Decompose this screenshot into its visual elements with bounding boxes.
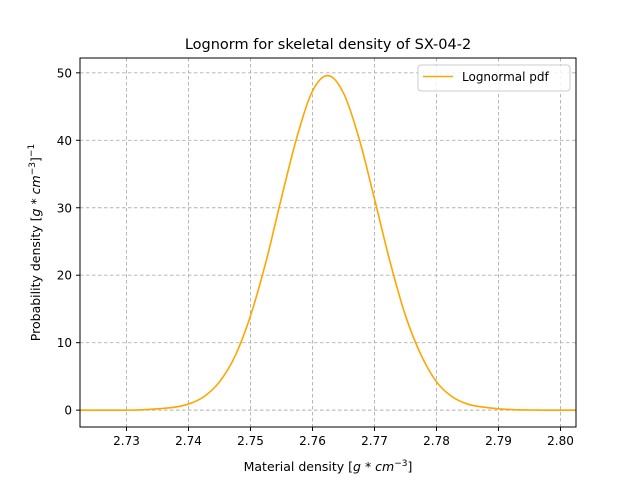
x-tick-label: 2.76 — [299, 434, 326, 448]
y-axis-ticks: 0 10 20 30 40 50 — [57, 66, 80, 418]
grid — [80, 58, 576, 427]
y-tick-label: 10 — [57, 336, 72, 350]
x-tick-label: 2.79 — [485, 434, 512, 448]
legend-box — [417, 64, 571, 92]
x-axis-ticks: 2.73 2.74 2.75 2.76 2.77 2.78 2.79 2.80 — [113, 427, 574, 448]
x-tick-label: 2.77 — [361, 434, 388, 448]
y-tick-label: 40 — [57, 134, 72, 148]
x-axis-label-unit-exp: −3 — [394, 459, 407, 469]
x-axis-label-unit-close: ] — [408, 459, 413, 474]
y-axis-label-unit-exp2: −1 — [27, 144, 37, 157]
legend: Lognormal pdf — [417, 64, 571, 92]
y-axis-label-unit-close: ] — [28, 157, 43, 162]
y-axis-label-unit-body: g * cm — [28, 175, 43, 216]
x-axis-label-unit-open: [ — [348, 459, 353, 474]
x-axis-label: Material density [g * cm−3] — [244, 459, 413, 474]
y-axis-label-main: Probability density — [28, 221, 43, 341]
y-tick-label: 0 — [64, 404, 72, 418]
x-tick-label: 2.75 — [237, 434, 264, 448]
y-tick-label: 30 — [57, 201, 72, 215]
y-tick-label: 20 — [57, 269, 72, 283]
x-tick-label: 2.78 — [423, 434, 450, 448]
y-axis-label: Probability density [g * cm−3]−1 — [27, 144, 43, 341]
y-axis-label-unit-exp: −3 — [28, 162, 38, 175]
chart-title: Lognorm for skeletal density of SX-04-2 — [185, 37, 471, 53]
x-tick-label: 2.74 — [175, 434, 202, 448]
lognormal-pdf-line — [79, 74, 576, 411]
legend-label: Lognormal pdf — [462, 70, 550, 84]
x-axis-label-main: Material density — [244, 459, 349, 474]
plot-frame — [79, 57, 577, 428]
y-axis-label-unit-open: [ — [28, 216, 43, 221]
y-tick-label: 50 — [57, 66, 72, 80]
x-axis-label-unit-body: g * cm — [353, 459, 394, 474]
x-tick-label: 2.80 — [547, 434, 574, 448]
x-tick-label: 2.73 — [113, 434, 140, 448]
